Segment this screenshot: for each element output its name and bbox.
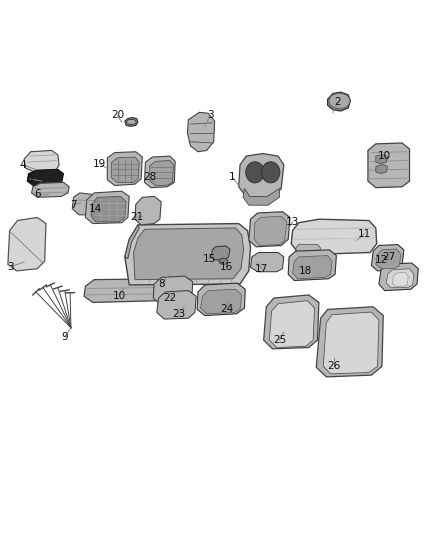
Text: 22: 22 <box>163 293 177 303</box>
Polygon shape <box>288 250 336 280</box>
Text: 25: 25 <box>273 335 286 345</box>
Text: 14: 14 <box>89 204 102 214</box>
Polygon shape <box>371 245 404 271</box>
Text: 1: 1 <box>229 172 236 182</box>
Polygon shape <box>125 225 139 259</box>
Polygon shape <box>84 279 169 302</box>
Polygon shape <box>135 197 161 225</box>
Polygon shape <box>249 212 290 247</box>
Text: 15: 15 <box>203 254 216 264</box>
Polygon shape <box>254 216 287 246</box>
Text: 18: 18 <box>299 266 312 276</box>
Polygon shape <box>386 269 414 287</box>
Ellipse shape <box>246 162 264 183</box>
Polygon shape <box>379 263 418 290</box>
Polygon shape <box>376 249 401 269</box>
Polygon shape <box>293 255 332 279</box>
Polygon shape <box>153 276 193 305</box>
Text: 6: 6 <box>34 189 41 199</box>
Text: 21: 21 <box>130 213 143 222</box>
Polygon shape <box>8 217 46 271</box>
Text: 26: 26 <box>327 361 340 372</box>
Text: 13: 13 <box>286 217 299 227</box>
Polygon shape <box>316 307 383 377</box>
Text: 17: 17 <box>255 264 268 273</box>
Polygon shape <box>239 154 284 200</box>
Polygon shape <box>376 165 388 174</box>
Polygon shape <box>211 246 230 260</box>
Text: 3: 3 <box>7 262 14 271</box>
Ellipse shape <box>329 93 350 109</box>
Text: 4: 4 <box>19 160 26 170</box>
Polygon shape <box>107 152 142 185</box>
Polygon shape <box>251 253 284 272</box>
Polygon shape <box>201 289 242 314</box>
Text: 23: 23 <box>172 309 185 319</box>
Polygon shape <box>197 283 245 316</box>
Polygon shape <box>145 156 175 188</box>
Polygon shape <box>323 312 379 374</box>
Polygon shape <box>125 118 138 126</box>
Ellipse shape <box>219 258 228 264</box>
Polygon shape <box>243 189 279 205</box>
Polygon shape <box>72 193 96 215</box>
Text: 9: 9 <box>61 332 68 342</box>
Text: 16: 16 <box>220 262 233 271</box>
Polygon shape <box>85 191 129 223</box>
Polygon shape <box>125 223 251 285</box>
Polygon shape <box>368 143 410 188</box>
Polygon shape <box>24 150 59 172</box>
Text: 11: 11 <box>358 229 371 239</box>
Text: 10: 10 <box>113 291 126 301</box>
Polygon shape <box>264 295 319 349</box>
Text: 19: 19 <box>93 159 106 168</box>
Polygon shape <box>328 92 350 111</box>
Text: 20: 20 <box>111 110 124 120</box>
Text: 8: 8 <box>159 279 166 289</box>
Text: 5: 5 <box>26 174 33 184</box>
Polygon shape <box>392 272 408 286</box>
Text: 28: 28 <box>143 172 156 182</box>
Ellipse shape <box>127 119 136 125</box>
Polygon shape <box>27 169 64 185</box>
Polygon shape <box>32 182 69 197</box>
Polygon shape <box>91 197 126 222</box>
Polygon shape <box>269 301 314 348</box>
Polygon shape <box>150 160 173 185</box>
Polygon shape <box>187 112 215 152</box>
Text: 2: 2 <box>334 97 341 107</box>
Polygon shape <box>296 245 321 254</box>
Text: 3: 3 <box>207 110 214 120</box>
Text: 12: 12 <box>375 255 389 265</box>
Text: 24: 24 <box>220 304 233 314</box>
Text: 27: 27 <box>382 252 396 262</box>
Polygon shape <box>291 219 377 254</box>
Polygon shape <box>134 228 244 280</box>
Polygon shape <box>376 155 388 164</box>
Polygon shape <box>112 157 139 182</box>
Text: 10: 10 <box>378 151 391 161</box>
Ellipse shape <box>261 162 280 183</box>
Polygon shape <box>157 290 196 319</box>
Text: 7: 7 <box>70 200 77 210</box>
